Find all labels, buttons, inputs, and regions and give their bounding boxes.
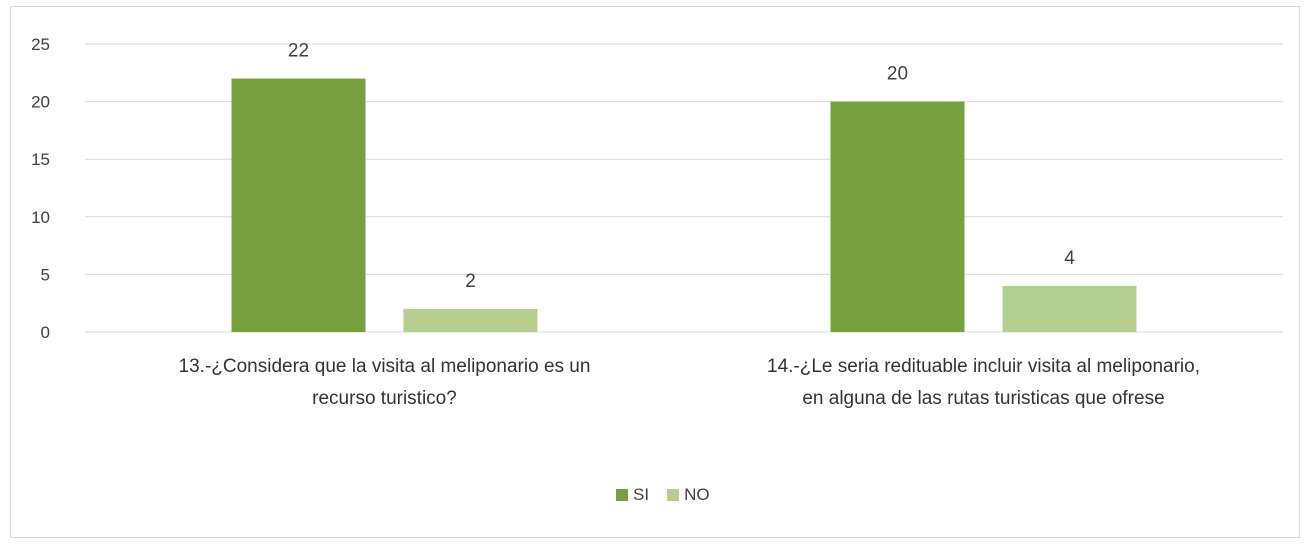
bar-si bbox=[830, 101, 965, 332]
category-label: 13.-¿Considera que la visita al melipona… bbox=[179, 356, 591, 377]
legend-swatch-si bbox=[616, 489, 628, 501]
y-tick-label: 25 bbox=[31, 35, 50, 54]
y-tick-label: 5 bbox=[41, 265, 50, 284]
data-label: 2 bbox=[465, 271, 476, 292]
data-label: 20 bbox=[887, 64, 908, 85]
y-tick-label: 20 bbox=[31, 93, 50, 112]
category-label: recurso turistico? bbox=[312, 388, 457, 409]
chart-frame bbox=[10, 6, 1300, 538]
data-label: 4 bbox=[1064, 248, 1075, 269]
y-tick-label: 15 bbox=[31, 150, 50, 169]
category-label: en alguna de las rutas turisticas que of… bbox=[802, 388, 1164, 409]
category-label: 14.-¿Le seria redituable incluir visita … bbox=[767, 356, 1200, 377]
legend-label-no: NO bbox=[684, 485, 710, 504]
y-tick-label: 0 bbox=[41, 323, 50, 342]
legend-label-si: SI bbox=[633, 485, 649, 504]
bar-no bbox=[1002, 285, 1137, 332]
bar-no bbox=[403, 308, 538, 332]
legend-swatch-no bbox=[667, 489, 680, 501]
bar-si bbox=[231, 78, 366, 332]
y-tick-label: 10 bbox=[31, 208, 50, 227]
data-label: 22 bbox=[288, 41, 309, 62]
